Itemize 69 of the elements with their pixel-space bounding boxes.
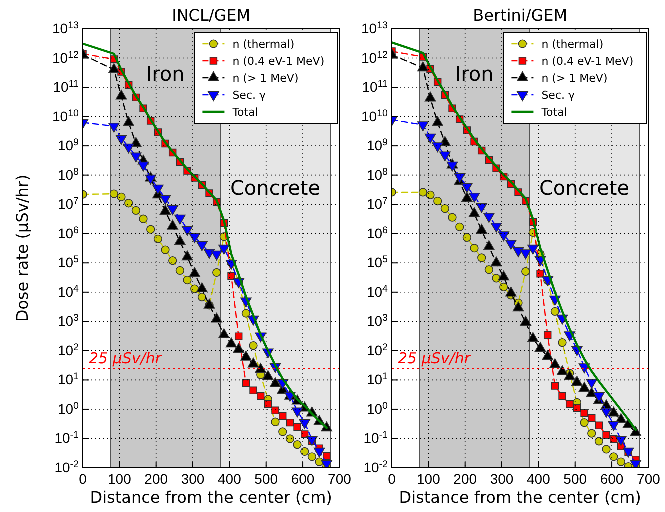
legend-label: n (thermal) <box>232 38 295 51</box>
x-tick-label: 400 <box>218 470 242 487</box>
y-tick-label: 10$^{13}$ <box>362 20 389 36</box>
y-tick-label: 10$^{1}$ <box>58 371 79 388</box>
x-tick-label: 300 <box>181 470 205 487</box>
x-tick-label: 500 <box>254 470 278 487</box>
y-tick-label: 10$^{3}$ <box>58 312 80 330</box>
y-tick-label: 10$^{7}$ <box>366 196 388 212</box>
x-tick-label: 600 <box>600 470 624 487</box>
band-label: Iron <box>455 62 494 86</box>
chart-title: INCL/GEM <box>172 6 251 25</box>
y-tick-label: 10$^{-2}$ <box>364 458 388 476</box>
legend-label: Sec. γ <box>232 89 266 102</box>
y-tick-label: 10$^{13}$ <box>52 20 80 36</box>
y-tick-label: 10$^{2}$ <box>366 342 388 358</box>
y-tick-label: 10$^{12}$ <box>52 49 79 66</box>
x-tick-label: 700 <box>328 470 352 487</box>
x-axis-title: Distance from the center (cm) <box>90 488 332 507</box>
y-tick-label: 10$^{1}$ <box>366 371 388 388</box>
ref-line-label: 25 μSv/hr <box>398 350 472 368</box>
y-tick-label: 10$^{6}$ <box>58 224 80 242</box>
y-tick-label: 10$^{3}$ <box>366 312 389 330</box>
y-tick-label: 10$^{9}$ <box>366 137 388 154</box>
legend-label: n (> 1 MeV) <box>542 72 608 85</box>
y-tick-label: 10$^{11}$ <box>53 78 79 96</box>
x-tick-label: 400 <box>527 470 551 487</box>
legend-label: n (0.4 eV-1 MeV) <box>542 55 634 68</box>
ref-line-label: 25 μSv/hr <box>89 350 162 368</box>
y-tick-label: 10$^{7}$ <box>58 196 79 212</box>
x-tick-label: 500 <box>564 470 588 487</box>
y-tick-label: 10$^{0}$ <box>366 400 389 417</box>
y-tick-label: 10$^{10}$ <box>362 108 389 124</box>
y-tick-label: 10$^{-2}$ <box>54 458 79 476</box>
y-tick-label: 10$^{8}$ <box>58 166 80 183</box>
x-tick-label: 600 <box>291 470 315 487</box>
legend-label: Total <box>232 106 258 119</box>
x-tick-label: 0 <box>388 470 396 487</box>
legend-label: n (> 1 MeV) <box>232 72 299 85</box>
x-tick-label: 0 <box>79 470 88 487</box>
y-tick-label: 10$^{-1}$ <box>364 430 388 446</box>
y-tick-label: 10$^{0}$ <box>58 400 80 417</box>
y-tick-label: 10$^{6}$ <box>366 224 389 242</box>
y-tick-label: 10$^{10}$ <box>52 108 80 124</box>
x-axis-title: Distance from the center (cm) <box>399 488 642 507</box>
x-tick-label: 100 <box>108 470 132 487</box>
y-tick-label: 10$^{4}$ <box>58 283 80 300</box>
y-tick-label: 10$^{2}$ <box>58 342 79 358</box>
legend-label: Total <box>540 106 568 119</box>
y-axis-title: Dose rate (μSv/hr) <box>13 174 32 322</box>
y-tick-label: 10$^{12}$ <box>362 49 388 66</box>
legend-label: n (thermal) <box>542 38 604 51</box>
y-tick-label: 10$^{-1}$ <box>54 430 79 446</box>
y-tick-label: 10$^{5}$ <box>58 254 80 271</box>
band-label: Concrete <box>230 176 321 200</box>
y-tick-label: 10$^{9}$ <box>58 137 79 154</box>
y-tick-label: 10$^{4}$ <box>366 283 389 300</box>
legend-label: Sec. γ <box>542 89 576 102</box>
x-tick-label: 700 <box>637 470 661 487</box>
y-tick-label: 10$^{11}$ <box>362 78 388 96</box>
chart-title: Bertini/GEM <box>473 6 568 25</box>
y-tick-label: 10$^{8}$ <box>366 166 389 183</box>
legend-label: n (0.4 eV-1 MeV) <box>232 55 325 68</box>
x-tick-label: 300 <box>490 470 514 487</box>
x-tick-label: 200 <box>454 470 478 487</box>
x-tick-label: 100 <box>416 470 441 487</box>
band-label: Iron <box>146 62 185 86</box>
x-tick-label: 200 <box>144 470 168 487</box>
y-tick-label: 10$^{5}$ <box>366 254 389 271</box>
band-label: Concrete <box>539 176 630 200</box>
